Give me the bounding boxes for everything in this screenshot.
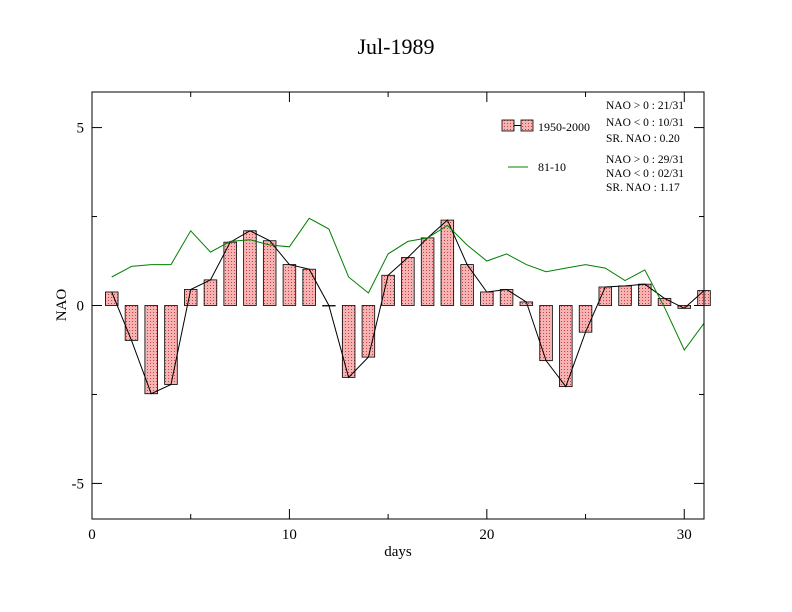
- x-tick-label: 10: [282, 527, 297, 543]
- bar: [480, 291, 494, 306]
- bar: [164, 305, 178, 385]
- bar: [539, 305, 553, 362]
- stats-2-line-1: NAO > 0 : 29/31: [606, 154, 684, 166]
- chart-title: Jul-1989: [358, 34, 435, 59]
- stats-2-line-2: NAO < 0 : 02/31: [606, 168, 684, 180]
- stats-block-1: NAO > 0 : 21/31 NAO < 0 : 10/31 SR. NAO …: [606, 100, 684, 145]
- bar: [302, 268, 316, 306]
- stats-1-line-1: NAO > 0 : 21/31: [606, 100, 684, 112]
- line-series: [111, 217, 705, 395]
- x-tick-label: 0: [88, 527, 96, 543]
- axes: 0 10 20 30 -5 0 5: [72, 92, 704, 543]
- bar: [440, 219, 455, 306]
- y-axis-label: NAO: [54, 289, 70, 322]
- bar: [618, 285, 632, 306]
- y-tick-label: -5: [72, 476, 85, 492]
- legend-bar-swatch-2: [520, 119, 534, 132]
- stats-2-line-3: SR. NAO : 1.17: [606, 182, 680, 194]
- stats-block-2: NAO > 0 : 29/31 NAO < 0 : 02/31 SR. NAO …: [606, 154, 684, 194]
- bar: [262, 240, 277, 306]
- legend-bar-swatch-1: [501, 119, 515, 132]
- bar: [401, 257, 415, 306]
- bar: [243, 230, 257, 306]
- bar: [124, 305, 139, 341]
- bar-series: [105, 219, 711, 395]
- legend: 1950-2000 81-10: [501, 119, 590, 174]
- y-tick-label: 5: [77, 121, 85, 137]
- x-tick-label: 20: [479, 527, 494, 543]
- bar: [420, 237, 435, 306]
- stats-1-line-3: SR. NAO : 0.20: [606, 133, 680, 145]
- bar: [361, 305, 376, 358]
- y-tick-label: 0: [77, 299, 85, 315]
- x-axis-label: days: [384, 544, 412, 560]
- bar: [341, 305, 356, 378]
- bar: [105, 291, 119, 306]
- x-tick-label: 30: [677, 527, 692, 543]
- bar: [578, 305, 593, 333]
- bar: [203, 279, 218, 306]
- legend-label-1950-2000: 1950-2000: [538, 120, 590, 134]
- bar: [282, 264, 297, 306]
- series-line-1950-2000: [111, 219, 705, 395]
- legend-label-81-10: 81-10: [538, 160, 566, 174]
- bar: [381, 274, 395, 306]
- stats-1-line-2: NAO < 0 : 10/31: [606, 117, 684, 129]
- series-line-81-10: [111, 217, 705, 351]
